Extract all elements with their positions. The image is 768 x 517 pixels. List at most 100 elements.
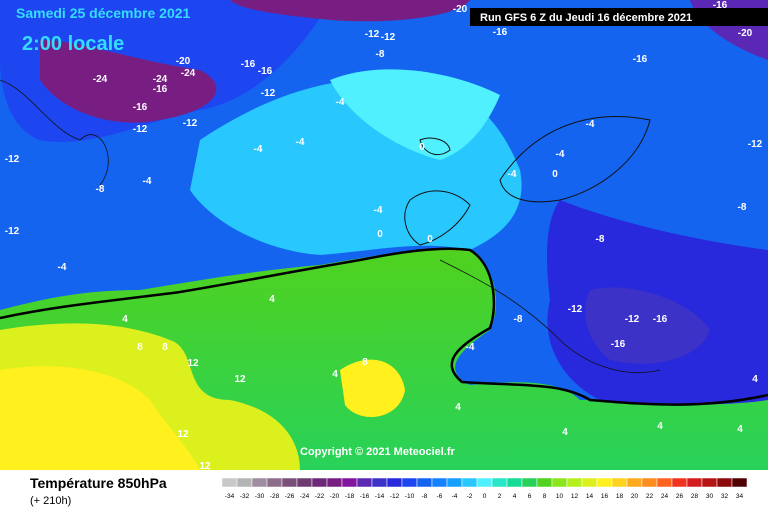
scale-label: 10 bbox=[556, 493, 564, 500]
contour-label: -16 bbox=[153, 84, 168, 95]
contour-label: -16 bbox=[713, 0, 728, 11]
scale-label: 4 bbox=[513, 493, 517, 500]
scale-swatch bbox=[266, 477, 283, 488]
contour-label: -16 bbox=[241, 59, 256, 70]
contour-label: -4 bbox=[58, 262, 67, 273]
contour-label: 4 bbox=[332, 369, 338, 380]
scale-label: -2 bbox=[467, 493, 473, 500]
scale-label: -12 bbox=[390, 493, 400, 500]
contour-label: -12 bbox=[748, 139, 763, 150]
contour-label: 0 bbox=[552, 169, 558, 180]
scale-swatch bbox=[401, 477, 418, 488]
contour-label: -12 bbox=[133, 124, 148, 135]
very-cold-region bbox=[40, 40, 217, 123]
contour-label: -4 bbox=[296, 137, 305, 148]
contour-label: -16 bbox=[493, 27, 508, 38]
copyright: Copyright © 2021 Meteociel.fr bbox=[300, 446, 456, 458]
contour-label: 12 bbox=[177, 429, 189, 440]
contour-label: -16 bbox=[611, 339, 626, 350]
scale-swatch bbox=[416, 477, 433, 488]
contour-label: -4 bbox=[586, 119, 595, 130]
contour-label: 0 bbox=[377, 229, 383, 240]
contour-label: 12 bbox=[234, 374, 246, 385]
contour-label: -16 bbox=[633, 54, 648, 65]
warm-core bbox=[0, 366, 200, 470]
scale-label: 26 bbox=[676, 493, 684, 500]
scale-swatch bbox=[581, 477, 598, 488]
scale-label: -24 bbox=[300, 493, 310, 500]
contour-label: -12 bbox=[5, 226, 20, 237]
contour-label: -20 bbox=[453, 4, 468, 15]
zero-region bbox=[330, 69, 500, 160]
contour-label: -8 bbox=[96, 184, 105, 195]
contour-label: 4 bbox=[737, 424, 743, 435]
legend-title: Température 850hPa bbox=[30, 475, 167, 491]
contour-label: -4 bbox=[254, 144, 263, 155]
contour-label: 8 bbox=[162, 342, 168, 353]
legend-subtitle: (+ 210h) bbox=[30, 495, 71, 507]
scale-label: 16 bbox=[601, 493, 609, 500]
cold-core bbox=[585, 287, 710, 364]
scale-swatch bbox=[656, 477, 673, 488]
contour-label: 0 bbox=[419, 142, 425, 153]
scale-label: -14 bbox=[375, 493, 385, 500]
contour-labels: -24 -24-24-20-16-16-12-12-16-16-12-12 -12-… bbox=[5, 0, 763, 472]
time-label: 2:00 locale bbox=[22, 33, 124, 55]
contour-label: -4 bbox=[143, 176, 152, 187]
scale-label: -34 bbox=[225, 493, 235, 500]
scale-label: 18 bbox=[616, 493, 624, 500]
scale-swatch bbox=[431, 477, 448, 488]
contour-label: -24 bbox=[181, 68, 196, 79]
very-cold-region bbox=[230, 0, 470, 22]
scale-swatch bbox=[221, 477, 238, 488]
map: -24 -24-24-20-16-16-12-12-16-16-12-12 -12-… bbox=[0, 0, 768, 472]
scale-swatch bbox=[521, 477, 538, 488]
scale-label: 30 bbox=[706, 493, 714, 500]
contour-label: -4 bbox=[374, 205, 383, 216]
scale-swatch bbox=[326, 477, 343, 488]
scale-swatch bbox=[386, 477, 403, 488]
contour-label: 4 bbox=[269, 294, 275, 305]
contour-label: -16 bbox=[133, 102, 148, 113]
contour-label: -12 bbox=[625, 314, 640, 325]
scale-swatch bbox=[281, 477, 298, 488]
contour-label: -12 bbox=[261, 88, 276, 99]
scale-swatch bbox=[611, 477, 628, 488]
contour-label: 8 bbox=[137, 342, 143, 353]
contour-label: -12 bbox=[5, 154, 20, 165]
contour-label: -8 bbox=[376, 49, 385, 60]
contour-label: -4 bbox=[508, 169, 517, 180]
legend-bar bbox=[0, 470, 768, 512]
contour-label: -12 bbox=[365, 29, 380, 40]
scale-label: -20 bbox=[330, 493, 340, 500]
warm-spot bbox=[340, 359, 405, 417]
scale-label: -26 bbox=[285, 493, 295, 500]
scale-swatch bbox=[671, 477, 688, 488]
scale-swatch bbox=[701, 477, 718, 488]
contour-label: -8 bbox=[596, 234, 605, 245]
scale-swatch bbox=[641, 477, 658, 488]
scale-label: 22 bbox=[646, 493, 654, 500]
scale-label: 6 bbox=[528, 493, 532, 500]
scale-label: 0 bbox=[483, 493, 487, 500]
contour-label: -8 bbox=[514, 314, 523, 325]
scale-label: -10 bbox=[405, 493, 415, 500]
scale-label: -30 bbox=[255, 493, 265, 500]
zero-contour bbox=[0, 247, 768, 406]
contour-label: 4 bbox=[562, 427, 568, 438]
scale-swatch bbox=[446, 477, 463, 488]
contour-label: -12 bbox=[381, 32, 396, 43]
scale-label: 24 bbox=[661, 493, 669, 500]
contour-label: 4 bbox=[455, 402, 461, 413]
scale-label: 20 bbox=[631, 493, 639, 500]
contour-label: -16 bbox=[653, 314, 668, 325]
date-label: Samedi 25 décembre 2021 bbox=[16, 5, 191, 21]
contour-label: 0 bbox=[427, 234, 433, 245]
run-label: Run GFS 6 Z du Jeudi 16 décembre 2021 bbox=[480, 12, 692, 24]
run-box bbox=[470, 8, 768, 26]
scale-swatch bbox=[341, 477, 358, 488]
coastline bbox=[404, 116, 651, 246]
contour-label: -8 bbox=[738, 202, 747, 213]
scale-swatch bbox=[686, 477, 703, 488]
contour-label: 4 bbox=[752, 374, 758, 385]
